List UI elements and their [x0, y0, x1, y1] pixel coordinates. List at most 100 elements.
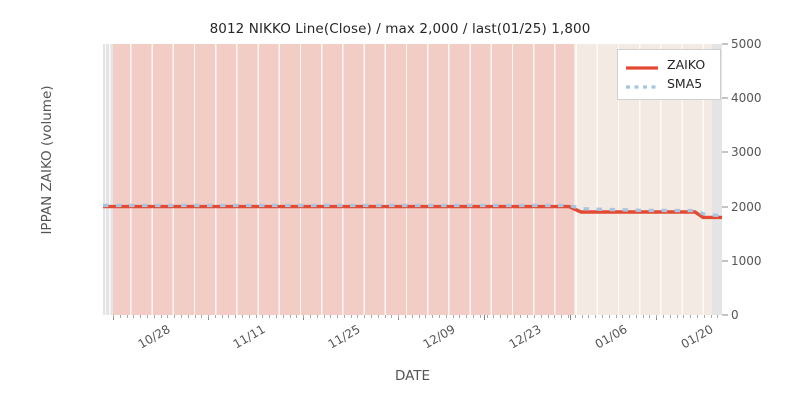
y-tick-mark-0: [722, 314, 728, 316]
x-minor-tick: [540, 315, 542, 318]
x-minor-tick: [595, 315, 597, 318]
x-minor-tick: [113, 315, 114, 318]
x-minor-tick: [398, 315, 400, 318]
chart-legend: ZAIKO SMA5: [617, 49, 721, 100]
series-svg: [103, 203, 722, 220]
x-minor-tick: [696, 315, 698, 318]
x-minor-tick: [153, 315, 155, 318]
x-minor-tick: [377, 315, 379, 318]
x-minor-tick: [140, 315, 142, 318]
x-minor-tick: [343, 315, 345, 318]
x-minor-tick: [350, 315, 352, 318]
legend-swatch-sma5-dotted-icon: [625, 78, 659, 90]
x-minor-tick: [479, 315, 481, 318]
x-minor-tick: [384, 315, 386, 318]
x-minor-tick: [208, 315, 210, 318]
x-minor-tick: [411, 315, 413, 318]
x-minor-tick: [364, 315, 366, 318]
x-minor-tick: [303, 315, 305, 318]
x-minor-tick: [581, 315, 583, 318]
y-tick-mark-2000: [722, 206, 728, 208]
x-minor-tick: [534, 315, 535, 318]
x-minor-tick: [221, 315, 223, 318]
x-minor-tick: [214, 315, 216, 318]
x-minor-tick: [500, 315, 501, 318]
x-minor-tick: [710, 315, 712, 318]
y-axis-title: IPPAN ZAIKO (volume): [39, 85, 55, 235]
x-minor-tick: [269, 315, 271, 318]
x-minor-tick: [187, 315, 189, 318]
x-minor-tick: [615, 315, 617, 318]
x-minor-tick: [323, 315, 325, 318]
plot-area: [103, 44, 722, 315]
x-minor-tick: [608, 315, 610, 318]
x-minor-tick: [547, 315, 549, 318]
x-minor-tick: [656, 315, 658, 318]
legend-item-zaiko[interactable]: ZAIKO: [625, 55, 713, 74]
x-tick-label-6: 01/20: [678, 322, 716, 352]
x-minor-tick: [235, 315, 237, 318]
x-minor-tick: [622, 315, 624, 318]
x-minor-tick: [330, 315, 332, 318]
legend-label-sma5: SMA5: [667, 76, 703, 91]
legend-item-sma5[interactable]: SMA5: [625, 74, 713, 93]
series-line-sma5: [103, 203, 721, 218]
x-minor-tick: [635, 315, 637, 318]
x-minor-tick: [676, 315, 678, 318]
y-tick-label-4000: 4000: [731, 91, 762, 106]
x-minor-tick: [276, 315, 277, 318]
series-line-zaiko: [103, 204, 722, 220]
x-minor-tick: [717, 315, 719, 318]
x-minor-tick: [146, 315, 148, 318]
x-minor-tick: [337, 315, 339, 318]
x-minor-tick: [520, 315, 522, 318]
x-minor-tick: [527, 315, 529, 318]
x-minor-tick: [119, 315, 121, 318]
x-minor-tick: [574, 315, 576, 318]
x-minor-tick: [588, 315, 590, 318]
x-minor-tick: [567, 315, 569, 318]
x-minor-tick: [669, 315, 671, 318]
x-minor-tick: [554, 315, 556, 318]
x-minor-tick: [282, 315, 284, 318]
x-tick-mark-5: [570, 315, 571, 320]
x-tick-label-3: 12/09: [420, 322, 458, 352]
x-tick-label-2: 11/25: [325, 322, 363, 352]
x-minor-tick: [201, 315, 203, 318]
x-tick-label-1: 11/11: [230, 322, 268, 352]
x-tick-mark-4: [484, 315, 485, 320]
x-minor-tick: [296, 315, 298, 318]
x-axis-title: DATE: [394, 368, 431, 384]
x-minor-tick: [649, 315, 651, 318]
y-tick-label-3000: 3000: [731, 145, 762, 160]
x-minor-tick: [133, 315, 135, 318]
x-minor-tick: [180, 315, 182, 318]
y-tick-label-5000: 5000: [731, 37, 762, 51]
x-minor-tick: [601, 315, 603, 318]
y-tick-mark-4000: [722, 97, 728, 99]
x-minor-tick: [445, 315, 447, 318]
x-minor-tick: [289, 315, 291, 318]
x-minor-tick: [391, 315, 393, 318]
x-minor-tick: [629, 315, 630, 318]
x-minor-tick: [194, 315, 196, 318]
x-minor-tick: [262, 315, 264, 318]
x-minor-tick: [371, 315, 372, 318]
x-minor-tick: [472, 315, 474, 318]
chart-title: 8012 NIKKO Line(Close) / max 2,000 / las…: [209, 21, 591, 37]
x-minor-tick: [316, 315, 318, 318]
x-minor-tick: [405, 315, 406, 318]
x-minor-tick: [561, 315, 563, 318]
x-minor-tick: [683, 315, 685, 318]
x-minor-tick: [167, 315, 169, 318]
legend-label-zaiko: ZAIKO: [667, 57, 706, 72]
x-minor-tick: [309, 315, 311, 318]
x-minor-tick: [174, 315, 176, 318]
y-tick-label-2000: 2000: [731, 199, 762, 214]
x-minor-tick: [418, 315, 420, 318]
x-minor-tick: [255, 315, 257, 318]
x-minor-tick: [228, 315, 230, 318]
x-minor-tick: [513, 315, 515, 318]
legend-swatch-zaiko-line-icon: [625, 59, 659, 71]
